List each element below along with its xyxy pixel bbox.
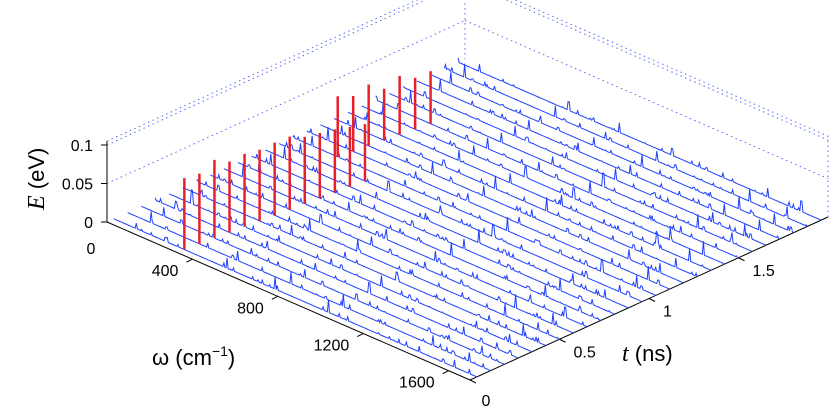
spectrum-trace — [457, 57, 822, 221]
x-axis-title: ω (cm−1) — [152, 343, 235, 370]
y-tick-mark — [648, 298, 656, 302]
z-tick-label: 0 — [84, 215, 93, 232]
spectrum-trace — [251, 153, 615, 315]
x-tick-label: 400 — [152, 263, 179, 280]
spectrum-trace — [416, 79, 780, 240]
z-gridline — [106, 0, 427, 146]
spectrum-trace — [306, 127, 670, 290]
spectrum-trace — [154, 197, 519, 359]
spectrum-trace — [223, 163, 588, 328]
y-tick-label: 0.5 — [574, 344, 596, 361]
dominant-peaks — [183, 71, 432, 250]
y-axis-title: t (ns) — [622, 341, 673, 367]
x-axis-line — [106, 221, 471, 381]
z-axis-title: E (eV) — [24, 148, 50, 211]
x-tick-mark — [442, 370, 449, 375]
x-tick-label: 800 — [237, 300, 264, 317]
spectrum-trace — [430, 72, 794, 234]
z-tick-label: 0.1 — [71, 138, 93, 155]
spectrum-trace — [389, 90, 753, 252]
spectra-traces — [113, 57, 822, 378]
back-gridline — [464, 20, 829, 179]
spectrum-trace — [237, 161, 601, 321]
spectrum-trace — [113, 218, 478, 378]
box-edge-top-right — [513, 0, 829, 137]
back-gridline — [505, 0, 829, 141]
x-tick-mark — [186, 258, 193, 263]
z-gridline — [106, 20, 466, 184]
z-tick-label: 0.05 — [62, 177, 93, 194]
spectrum-trace — [182, 187, 546, 346]
x-tick-mark — [357, 333, 364, 337]
spectrum-trace — [402, 86, 767, 246]
y-tick-mark — [559, 338, 566, 343]
axis-ticks: 400 800 1200 1600 0 0 0.5 1 1.5 0 0.05 0.1 — [62, 138, 775, 407]
box-edge-top-back — [106, 0, 419, 142]
spectrum-trace — [210, 172, 574, 334]
x-tick-label: 1200 — [314, 338, 350, 355]
x-tick-label: 0 — [87, 241, 96, 258]
spectrum-trace — [347, 111, 712, 271]
spectrum-trace — [127, 211, 491, 372]
y-tick-label: 0 — [482, 393, 491, 407]
spectrum-trace — [265, 146, 629, 309]
y-tick-label: 1 — [663, 304, 672, 321]
spectrum-trace — [196, 179, 560, 340]
spectrum-trace — [375, 95, 739, 259]
x-tick-label: 1600 — [399, 375, 435, 392]
spectrum-trace — [292, 134, 657, 296]
y-tick-label: 1.5 — [753, 263, 775, 280]
spectrum-trace — [334, 117, 698, 277]
x-tick-mark — [271, 295, 279, 300]
y-tick-mark — [469, 379, 477, 384]
y-tick-mark — [738, 257, 745, 262]
spectrum-trace — [320, 124, 684, 284]
spectrum-trace — [278, 140, 643, 303]
spectrum-trace — [443, 62, 808, 227]
spectrum-trace — [141, 205, 505, 365]
spectrum-trace — [361, 103, 725, 265]
